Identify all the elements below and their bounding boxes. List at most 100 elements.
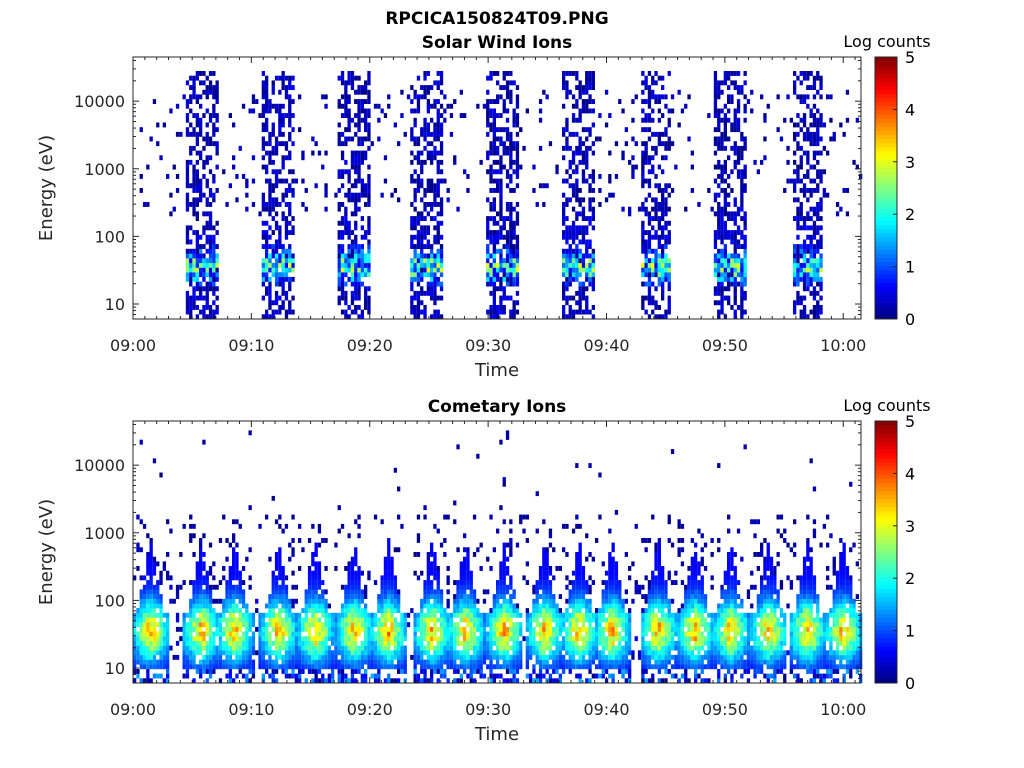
heatmap-cell xyxy=(298,622,302,628)
heatmap-cell xyxy=(268,211,272,217)
heatmap-cell xyxy=(189,654,193,660)
heatmap-cell xyxy=(208,117,213,123)
heatmap-cell xyxy=(816,117,820,123)
heatmap-cell xyxy=(496,267,500,273)
heatmap-cell xyxy=(562,272,566,278)
heatmap-cell xyxy=(723,225,727,231)
heatmap-cell xyxy=(690,188,694,193)
heatmap-cell xyxy=(169,528,173,534)
heatmap-cell xyxy=(713,300,718,306)
heatmap-cell xyxy=(489,113,493,118)
heatmap-cell xyxy=(397,645,401,651)
heatmap-cell xyxy=(215,276,219,282)
heatmap-cell xyxy=(278,654,282,660)
heatmap-cell xyxy=(723,117,727,123)
heatmap-cell xyxy=(146,654,150,660)
heatmap-cell xyxy=(199,103,203,109)
heatmap-cell xyxy=(255,608,259,613)
heatmap-cell xyxy=(416,305,421,310)
heatmap-cell xyxy=(202,594,206,599)
heatmap-cell xyxy=(344,262,348,268)
heatmap-cell xyxy=(142,636,147,642)
heatmap-cell xyxy=(393,580,397,585)
heatmap-cell xyxy=(575,253,579,259)
heatmap-cell xyxy=(274,654,279,660)
heatmap-cell xyxy=(423,253,427,259)
heatmap-cell xyxy=(373,103,378,109)
heatmap-cell xyxy=(413,248,417,254)
heatmap-cell xyxy=(802,174,807,179)
heatmap-cell xyxy=(426,178,430,184)
heatmap-cell xyxy=(585,248,589,254)
heatmap-cell xyxy=(334,631,338,637)
heatmap-cell xyxy=(373,622,378,628)
heatmap-cell xyxy=(192,169,196,175)
heatmap-cell xyxy=(578,305,582,310)
heatmap-cell xyxy=(390,636,394,642)
heatmap-cell xyxy=(146,164,150,170)
heatmap-cell xyxy=(730,216,734,221)
heatmap-cell xyxy=(802,262,807,268)
heatmap-cell xyxy=(439,211,444,217)
heatmap-cell xyxy=(202,566,206,571)
heatmap-cell xyxy=(281,580,285,585)
heatmap-cell xyxy=(713,272,718,278)
heatmap-cell xyxy=(199,267,203,273)
heatmap-cell xyxy=(733,281,737,287)
heatmap-cell xyxy=(439,626,444,632)
heatmap-cell xyxy=(347,253,351,259)
heatmap-cell xyxy=(344,85,348,90)
heatmap-cell xyxy=(281,659,285,665)
heatmap-cell xyxy=(294,659,298,665)
heatmap-cell xyxy=(278,636,282,642)
heatmap-cell xyxy=(208,85,213,90)
heatmap-cell xyxy=(251,669,256,674)
heatmap-cell xyxy=(588,239,592,245)
heatmap-cell xyxy=(512,262,516,268)
heatmap-cell xyxy=(433,281,437,287)
heatmap-cell xyxy=(175,612,180,618)
heatmap-cell xyxy=(736,127,741,133)
heatmap-cell xyxy=(515,276,520,282)
heatmap-cell xyxy=(740,216,744,221)
heatmap-cell xyxy=(426,650,430,656)
heatmap-cell xyxy=(235,654,239,660)
heatmap-cell xyxy=(337,640,341,646)
heatmap-cell xyxy=(430,654,434,660)
heatmap-cell xyxy=(139,645,143,651)
heatmap-cell xyxy=(565,178,569,184)
heatmap-cell xyxy=(307,538,312,543)
colorbar-swatch xyxy=(875,155,897,160)
heatmap-cell xyxy=(265,626,269,632)
heatmap-cell xyxy=(344,290,348,296)
heatmap-cell xyxy=(439,220,444,226)
heatmap-cell xyxy=(278,131,282,137)
heatmap-cell xyxy=(241,664,246,670)
heatmap-cell xyxy=(331,612,335,618)
heatmap-cell xyxy=(208,608,213,613)
heatmap-cell xyxy=(796,295,800,301)
heatmap-cell xyxy=(743,234,747,240)
heatmap-cell xyxy=(430,290,434,296)
heatmap-cell xyxy=(565,216,569,221)
heatmap-cell xyxy=(235,594,239,599)
heatmap-cell xyxy=(288,122,292,128)
heatmap-cell xyxy=(562,309,566,315)
heatmap-cell xyxy=(301,150,305,156)
heatmap-cell xyxy=(393,626,397,632)
heatmap-cell xyxy=(189,202,193,207)
heatmap-cell xyxy=(350,75,355,81)
heatmap-cell xyxy=(654,145,658,151)
heatmap-cell xyxy=(799,314,803,320)
heatmap-cell xyxy=(255,650,259,656)
heatmap-cell xyxy=(284,253,289,259)
heatmap-cell xyxy=(317,566,322,571)
heatmap-cell xyxy=(294,678,298,684)
heatmap-cell xyxy=(413,631,417,637)
heatmap-cell xyxy=(641,108,645,114)
heatmap-cell xyxy=(202,608,206,613)
heatmap-cell xyxy=(654,216,658,221)
heatmap-cell xyxy=(340,220,345,226)
heatmap-cell xyxy=(205,258,209,264)
heatmap-cell xyxy=(367,71,371,76)
